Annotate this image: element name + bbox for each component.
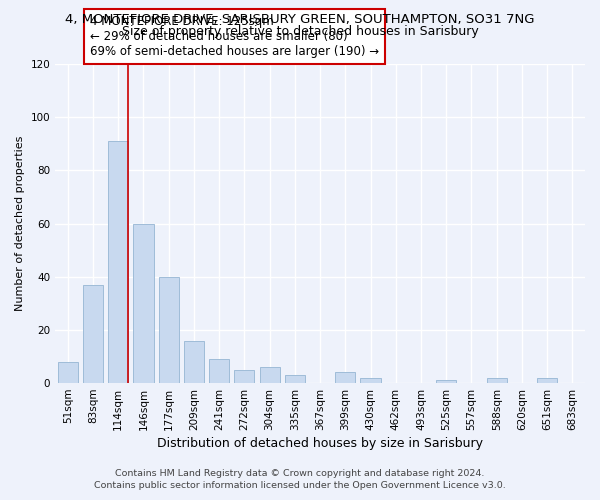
Text: Contains HM Land Registry data © Crown copyright and database right 2024.
Contai: Contains HM Land Registry data © Crown c… (94, 468, 506, 490)
Bar (184, 340, 204, 383)
Bar (361, 378, 380, 383)
Bar (436, 380, 457, 383)
Text: 4, MONTEFIORE DRIVE, SARISBURY GREEN, SOUTHAMPTON, SO31 7NG: 4, MONTEFIORE DRIVE, SARISBURY GREEN, SO… (65, 12, 535, 26)
Bar (537, 378, 557, 383)
Bar (158, 276, 179, 383)
Bar (209, 359, 229, 383)
Bar (108, 141, 128, 383)
Bar (487, 378, 507, 383)
X-axis label: Distribution of detached houses by size in Sarisbury: Distribution of detached houses by size … (157, 437, 483, 450)
Bar (235, 370, 254, 383)
Bar (285, 375, 305, 383)
Bar (133, 224, 154, 383)
Bar (58, 362, 78, 383)
Text: 4 MONTEFIORE DRIVE: 125sqm
← 29% of detached houses are smaller (80)
69% of semi: 4 MONTEFIORE DRIVE: 125sqm ← 29% of deta… (89, 14, 379, 58)
Y-axis label: Number of detached properties: Number of detached properties (15, 136, 25, 311)
Bar (335, 372, 355, 383)
Bar (260, 367, 280, 383)
Bar (83, 284, 103, 383)
Text: Size of property relative to detached houses in Sarisbury: Size of property relative to detached ho… (122, 25, 478, 38)
